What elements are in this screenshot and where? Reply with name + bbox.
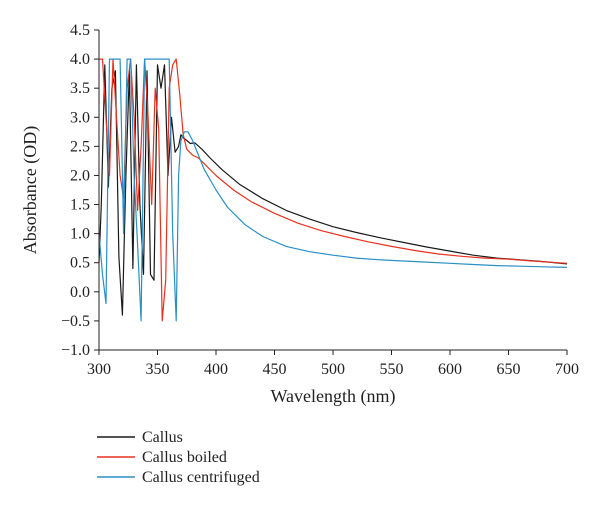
y-ticks: −1.0 −0.5 0.0 0.5 1.0 1.5 2.0 2.5 3.0 3.5 4.0 4.5 (61, 22, 99, 359)
y-axis-label: Absorbance (OD) (20, 126, 41, 254)
series-line-callus-centrifuged (98, 58, 568, 322)
y-tick-label: 3.5 (70, 80, 90, 97)
x-tick-label: 700 (555, 361, 579, 378)
y-tick-label: 0.0 (70, 284, 90, 301)
series-line-callus (98, 64, 568, 316)
y-tick-label: 4.0 (70, 51, 90, 68)
y-tick-label: 1.5 (70, 197, 90, 214)
x-tick-label: 650 (497, 361, 521, 378)
y-tick-label: 3.0 (70, 109, 90, 126)
legend: Callus Callus boiled Callus centrifuged (97, 429, 260, 486)
y-tick-label: 0.5 (70, 255, 90, 272)
y-tick-label: 1.0 (70, 226, 90, 243)
y-tick-label: −1.0 (61, 342, 90, 359)
x-tick-label: 500 (321, 361, 345, 378)
x-tick-label: 600 (438, 361, 462, 378)
y-tick-label: −0.5 (61, 313, 90, 330)
legend-label: Callus centrifuged (142, 469, 260, 486)
y-tick-label: 4.5 (70, 22, 90, 39)
x-tick-label: 550 (380, 361, 404, 378)
x-tick-label: 450 (263, 361, 287, 378)
y-tick-label: 2.5 (70, 138, 90, 155)
series-line-callus-boiled (99, 58, 568, 322)
legend-label: Callus (142, 429, 183, 446)
x-axis-label: Wavelength (nm) (270, 386, 395, 407)
y-tick-label: 2.0 (70, 167, 90, 184)
legend-label: Callus boiled (142, 449, 227, 466)
x-ticks: 300 350 400 450 500 550 600 650 700 (87, 350, 579, 378)
x-tick-label: 350 (146, 361, 170, 378)
plot-area (98, 58, 568, 322)
x-tick-label: 400 (204, 361, 228, 378)
x-tick-label: 300 (87, 361, 111, 378)
